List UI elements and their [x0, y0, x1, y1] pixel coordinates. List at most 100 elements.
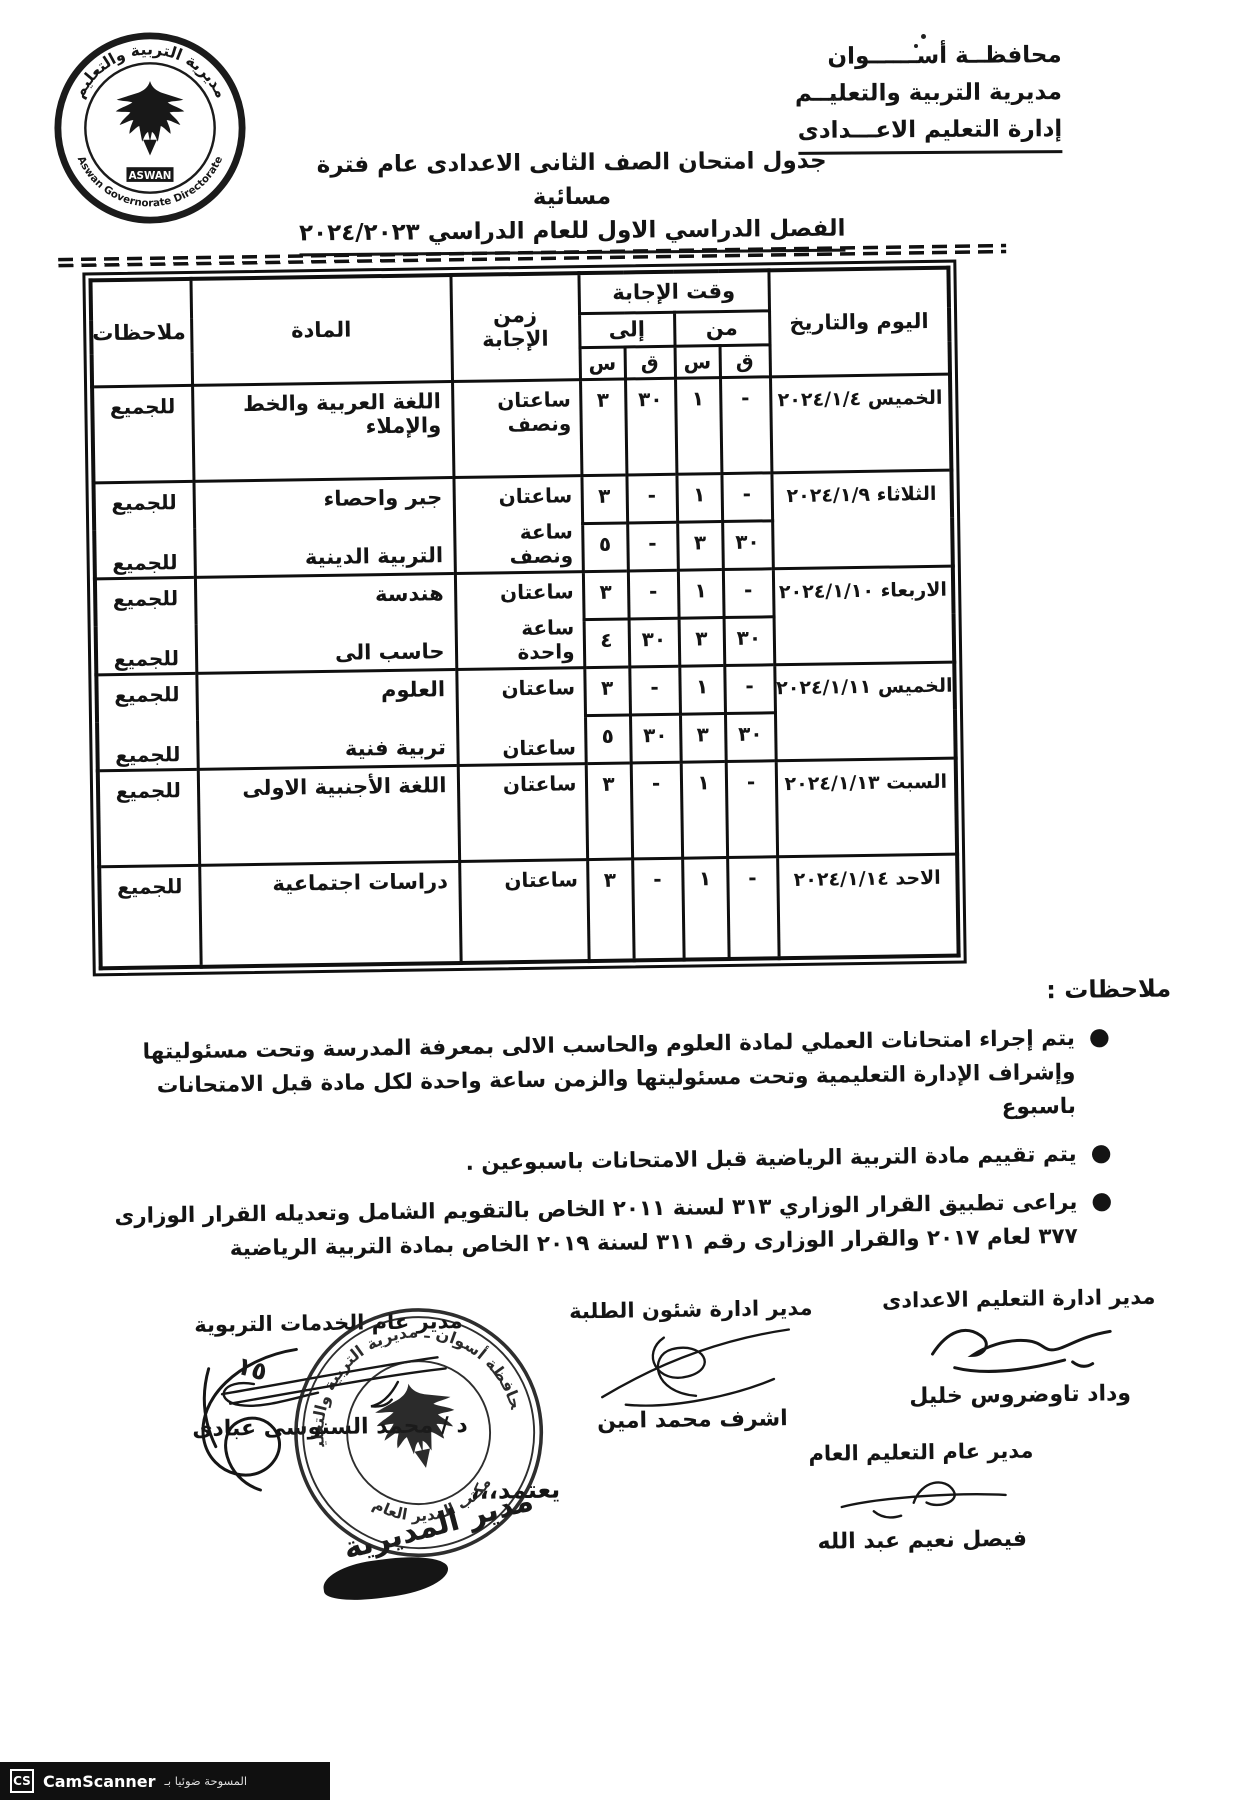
stamp-bottom-arc-text: مكتب المدير العام [367, 1471, 500, 1536]
notes-heading: ملاحظات : [1046, 974, 1172, 1005]
header-from-minutes: ق [719, 344, 771, 378]
signature-title: مدير ادارة التعليم الاعدادى [881, 1284, 1156, 1313]
to-hours-cell: ٤ [583, 618, 630, 668]
to-hours-cell: ٣ [584, 666, 631, 716]
from-hours-cell: ١ [675, 377, 722, 474]
signature-block-student-affairs-director: مدير ادارة شئون الطلبة اشرف محمد امين [536, 1295, 848, 1435]
signature-name: وداد تاوضروس خليل [909, 1381, 1132, 1410]
note-value: للجميع [112, 585, 179, 611]
header-to-minutes: ق [624, 345, 676, 379]
camscanner-logo-icon: CS [10, 1769, 34, 1793]
duration-cell: ساعتان ونصف [452, 379, 582, 478]
to-hours-cell: ٣ [581, 474, 628, 524]
to-minutes-cell: - [629, 665, 681, 715]
from-minutes-cell: ٣٠ [723, 616, 775, 666]
to-minutes-cell: - [627, 521, 678, 571]
bullet-icon: ● [1091, 1186, 1113, 1215]
note-value: للجميع [114, 741, 181, 767]
subject-value: العلوم [380, 676, 446, 702]
note-cell: للجميع [97, 768, 200, 867]
subject-value: هندسة [374, 580, 444, 606]
duration-value: ساعتان [499, 578, 574, 604]
duration-cell: ساعتان [457, 763, 588, 861]
ink-speck [921, 34, 926, 39]
signature-block-general-education-director: مدير عام التعليم العام فيصل نعيم عبد الل… [786, 1438, 1058, 1555]
subject-cell: اللغة العربية والخط والإملاء [192, 381, 454, 481]
header-to: إلى [579, 311, 675, 348]
to-hours-cell: ٥ [582, 522, 628, 572]
date-cell: الاربعاء ٢٠٢٤/١/١٠ [772, 565, 955, 665]
ink-speck [914, 44, 918, 48]
from-hours-cell: ٣ [680, 713, 726, 762]
subject-cell: اللغة الأجنبية الاولى [197, 764, 460, 865]
exam-schedule-table-wrap: اليوم والتاريخ وقت الإجابة زمن الإجابة ا… [82, 259, 967, 977]
duration-cell: ساعتان [459, 859, 589, 963]
subject-value: التربية الدينية [304, 543, 444, 570]
from-minutes-cell: - [724, 664, 775, 714]
signature-title: مدير عام التعليم العام [808, 1438, 1034, 1466]
stamp-mid-ring [302, 1316, 536, 1550]
emblem-banner [126, 167, 174, 182]
date-cell: الاحد ٢٠٢٤/١/١٤ [777, 853, 959, 959]
header-from: من [674, 310, 770, 346]
from-minutes-cell: ٣٠ [724, 712, 776, 762]
date-cell: الخميس ٢٠٢٤/١/٤ [770, 373, 952, 473]
double-dashed-separator [58, 243, 1007, 268]
date-cell: الثلاثاء ٢٠٢٤/١/٩ [771, 469, 953, 569]
to-hours-cell: ٣ [587, 858, 634, 962]
exam-schedule-table: اليوم والتاريخ وقت الإجابة زمن الإجابة ا… [82, 259, 967, 977]
subject-cell: العلوم تربية فنية [196, 669, 458, 769]
note-item: ● يتم إجراء امتحانات العملي لمادة العلوم… [110, 1021, 1111, 1138]
subject-cell: دراسات اجتماعية [199, 860, 461, 967]
emblem-outer-ring [54, 32, 246, 224]
note-cell: للجميع للجميع [93, 480, 195, 579]
emblem-banner-text: ASWAN [129, 170, 172, 182]
duration-cell: ساعتان ساعتان [456, 667, 586, 765]
to-minutes-cell: - [632, 857, 684, 961]
header-answer-time: وقت الإجابة [578, 270, 770, 314]
ink-speck [831, 96, 836, 101]
stamp-outer-ring [294, 1308, 544, 1558]
note-value: للجميع [113, 645, 180, 671]
note-item: ● يتم تقييم مادة التربية الرياضية قبل ال… [111, 1137, 1111, 1186]
emblem-eagle-icon [115, 80, 185, 156]
note-text: يتم إجراء امتحانات العملي لمادة العلوم و… [142, 1025, 1077, 1120]
notes-list: ● يتم إجراء امتحانات العملي لمادة العلوم… [110, 1021, 1114, 1282]
table-row: الاحد ٢٠٢٤/١/١٤ - ١ - ٣ ساعتان دراسات اج… [99, 853, 959, 969]
header-day-date: اليوم والتاريخ [768, 267, 950, 377]
from-minutes-cell: - [722, 568, 774, 618]
from-minutes-cell: - [720, 376, 772, 474]
signature-scribble [840, 1481, 1007, 1519]
subject-cell: جبر واحصاء التربية الدينية [193, 477, 455, 577]
to-hours-cell: ٣ [580, 378, 627, 476]
to-minutes-cell: ٣٠ [625, 377, 677, 475]
note-value: للجميع [111, 489, 177, 515]
signature-block-preparatory-director: مدير ادارة التعليم الاعدادى وداد تاوضروس… [869, 1285, 1171, 1410]
from-minutes-cell: - [721, 472, 773, 522]
note-text: يتم تقييم مادة التربية الرياضية قبل الام… [465, 1141, 1077, 1176]
from-hours-cell: ١ [682, 857, 729, 960]
directorate-emblem: مديرية التربية والتعليم Aswan Governorat… [52, 30, 248, 226]
emblem-seal: مديرية التربية والتعليم Aswan Governorat… [54, 32, 246, 224]
to-hours-cell: ٣ [585, 762, 633, 860]
note-value: للجميع [114, 681, 180, 707]
from-minutes-cell: - [727, 856, 779, 959]
from-hours-cell: ١ [680, 761, 728, 858]
subject-cell: هندسة حاسب الى [194, 573, 457, 673]
from-hours-cell: ١ [679, 665, 725, 714]
duration-value: ساعتان [501, 674, 576, 700]
signature-name: اشرف محمد امين [596, 1406, 788, 1434]
to-minutes-cell: ٣٠ [628, 617, 680, 667]
handwritten-swirl [201, 1347, 298, 1492]
from-hours-cell: ٣ [678, 617, 725, 666]
table-row: الخميس ٢٠٢٤/١/٤ - ١ ٣٠ ٣ ساعتان ونصف الل… [92, 373, 952, 483]
subject-value: حاسب الى [334, 639, 445, 666]
duration-value: ساعة واحدة [517, 614, 575, 664]
bullet-icon: ● [1088, 1022, 1111, 1051]
signature-scribble [601, 1328, 791, 1407]
note-text: يراعى تطبيق القرار الوزاري ٣١٣ لسنة ٢٠١١… [114, 1189, 1079, 1262]
date-cell: السبت ٢٠٢٤/١/١٣ [775, 757, 958, 857]
from-hours-cell: ١ [676, 473, 723, 522]
note-cell: للجميع للجميع [96, 672, 198, 771]
